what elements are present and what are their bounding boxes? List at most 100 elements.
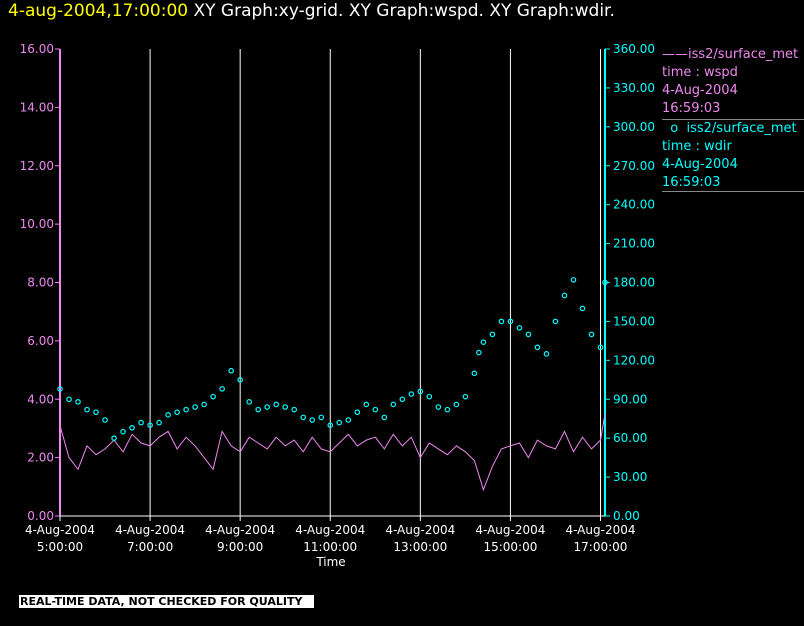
series-wdir-point: [534, 344, 541, 351]
x-tick-date-label: 4-Aug-2004: [115, 523, 185, 537]
y-right-tick-label: 360.00: [613, 42, 655, 56]
quality-disclaimer: REAL-TIME DATA, NOT CHECKED FOR QUALITY: [19, 595, 315, 608]
series-wdir-point: [354, 409, 361, 416]
x-tick-date-label: 4-Aug-2004: [25, 523, 95, 537]
series-wdir-point: [408, 391, 415, 397]
y-left-tick-label: 4.00: [27, 392, 54, 406]
series-wdir-point: [561, 292, 568, 299]
series-wdir-point: [300, 414, 307, 421]
series-wdir-point: [363, 401, 370, 408]
axes: [59, 49, 606, 517]
series-wdir-point: [453, 401, 460, 408]
y-left-tick-label: 0.00: [27, 509, 54, 523]
y-left-tick-label: 6.00: [27, 334, 54, 348]
series-wdir-point: [93, 409, 99, 416]
x-tick-date-label: 4-Aug-2004: [565, 523, 635, 537]
series-wdir-point: [174, 409, 180, 416]
series-wdir-point: [381, 414, 388, 421]
x-tick-time-label: 11:00:00: [303, 540, 357, 554]
series-layer: [57, 277, 608, 492]
y-left-tick-label: 16.00: [20, 42, 54, 56]
series-wspd-line: [59, 413, 606, 492]
legend-wspd-date: 4-Aug-2004: [662, 83, 738, 98]
legend-line-marker: ——: [662, 47, 688, 62]
series-wdir-point: [570, 277, 577, 283]
y-left-tick-label: 14.00: [20, 100, 54, 114]
series-wdir-point: [498, 318, 505, 325]
y-right-tick-label: 210.00: [613, 237, 655, 251]
legend-wspd-variable: time : wspd: [662, 65, 738, 80]
series-wdir-point: [426, 393, 433, 400]
title-date: 4-aug-2004,17:00:00: [8, 1, 189, 21]
series-wdir-point: [201, 401, 207, 408]
legend-wspd-time: 16:59:03: [662, 101, 721, 116]
series-wdir-point: [183, 406, 189, 413]
y-right-tick-label: 180.00: [613, 276, 655, 290]
series-wdir-point: [516, 325, 523, 331]
legend-divider: [662, 119, 804, 120]
series-wdir-point: [507, 318, 514, 325]
series-wdir-point: [264, 404, 270, 410]
series-wdir-point: [597, 344, 604, 351]
legend-wdir-time: 16:59:03: [662, 175, 721, 190]
legend-wdir-variable: time : wdir: [662, 139, 732, 154]
series-wdir-point: [111, 435, 117, 441]
series-wdir-point: [480, 339, 487, 345]
series-wdir-point: [165, 412, 171, 418]
grid-lines: [149, 49, 601, 516]
series-wdir-point: [246, 399, 252, 405]
series-wdir-point: [75, 399, 81, 405]
series-wdir-point: [84, 406, 90, 413]
y-axis-right-ticks: 0.00 30.00 60.00 90.00 120.00 150.00 180.00 210…: [605, 42, 655, 523]
series-wdir-point: [336, 419, 343, 426]
legend-wdir-date: 4-Aug-2004: [662, 157, 738, 172]
series-wdir-point: [588, 331, 595, 338]
y-right-tick-label: 300.00: [613, 120, 655, 134]
series-wdir-point: [318, 414, 325, 421]
x-axis-label: Time: [315, 555, 345, 569]
y-left-tick-label: 10.00: [20, 217, 54, 231]
series-wdir-point: [66, 396, 72, 403]
series-wdir-point: [444, 406, 451, 413]
series-wdir-point: [273, 401, 279, 408]
x-tick-time-label: 15:00:00: [483, 540, 537, 554]
legend-divider: [662, 191, 804, 192]
x-tick-date-label: 4-Aug-2004: [475, 523, 545, 537]
legend-circle-marker: o: [670, 121, 679, 136]
y-right-tick-label: 60.00: [613, 431, 647, 445]
series-wdir-point: [417, 388, 424, 395]
y-right-tick-label: 30.00: [613, 470, 647, 484]
series-wdir-point: [120, 428, 126, 435]
series-wdir-point: [102, 417, 108, 423]
y-right-tick-label: 270.00: [613, 159, 655, 173]
series-wdir-point: [147, 422, 153, 428]
y-left-tick-label: 8.00: [27, 276, 54, 290]
series-wdir-point: [543, 351, 550, 357]
x-tick-time-label: 5:00:00: [37, 540, 83, 554]
x-tick-date-label: 4-Aug-2004: [385, 523, 455, 537]
x-tick-time-label: 13:00:00: [393, 540, 447, 554]
y-right-tick-label: 240.00: [613, 198, 655, 212]
x-axis-ticks: 4-Aug-2004 5:00:00 4-Aug-2004 7:00:00 4-Aug-…: [25, 516, 636, 554]
series-wdir-point: [462, 393, 469, 400]
series-wdir-point: [57, 386, 63, 392]
y-left-tick-label: 2.00: [27, 451, 54, 465]
series-wdir-point: [345, 417, 352, 423]
series-wdir-point: [399, 396, 406, 403]
y-right-tick-label: 90.00: [613, 392, 647, 406]
y-right-tick-label: 150.00: [613, 314, 655, 328]
series-wdir-point: [327, 422, 334, 428]
series-wdir-point: [579, 305, 586, 312]
series-wdir-point: [309, 417, 316, 423]
series-wdir-point: [210, 393, 216, 400]
y-left-tick-label: 12.00: [20, 159, 54, 173]
series-wdir-point: [282, 404, 289, 410]
y-right-tick-label: 120.00: [613, 353, 655, 367]
x-tick-date-label: 4-Aug-2004: [295, 523, 365, 537]
series-wdir-point: [156, 419, 162, 426]
series-wdir-point: [129, 424, 135, 431]
legend-wdir: o iss2/surface_met time : wdir 4-Aug-200…: [662, 120, 797, 192]
legend-wspd: ——iss2/surface_met time : wspd 4-Aug-200…: [662, 46, 798, 118]
series-wdir-point: [602, 279, 608, 286]
